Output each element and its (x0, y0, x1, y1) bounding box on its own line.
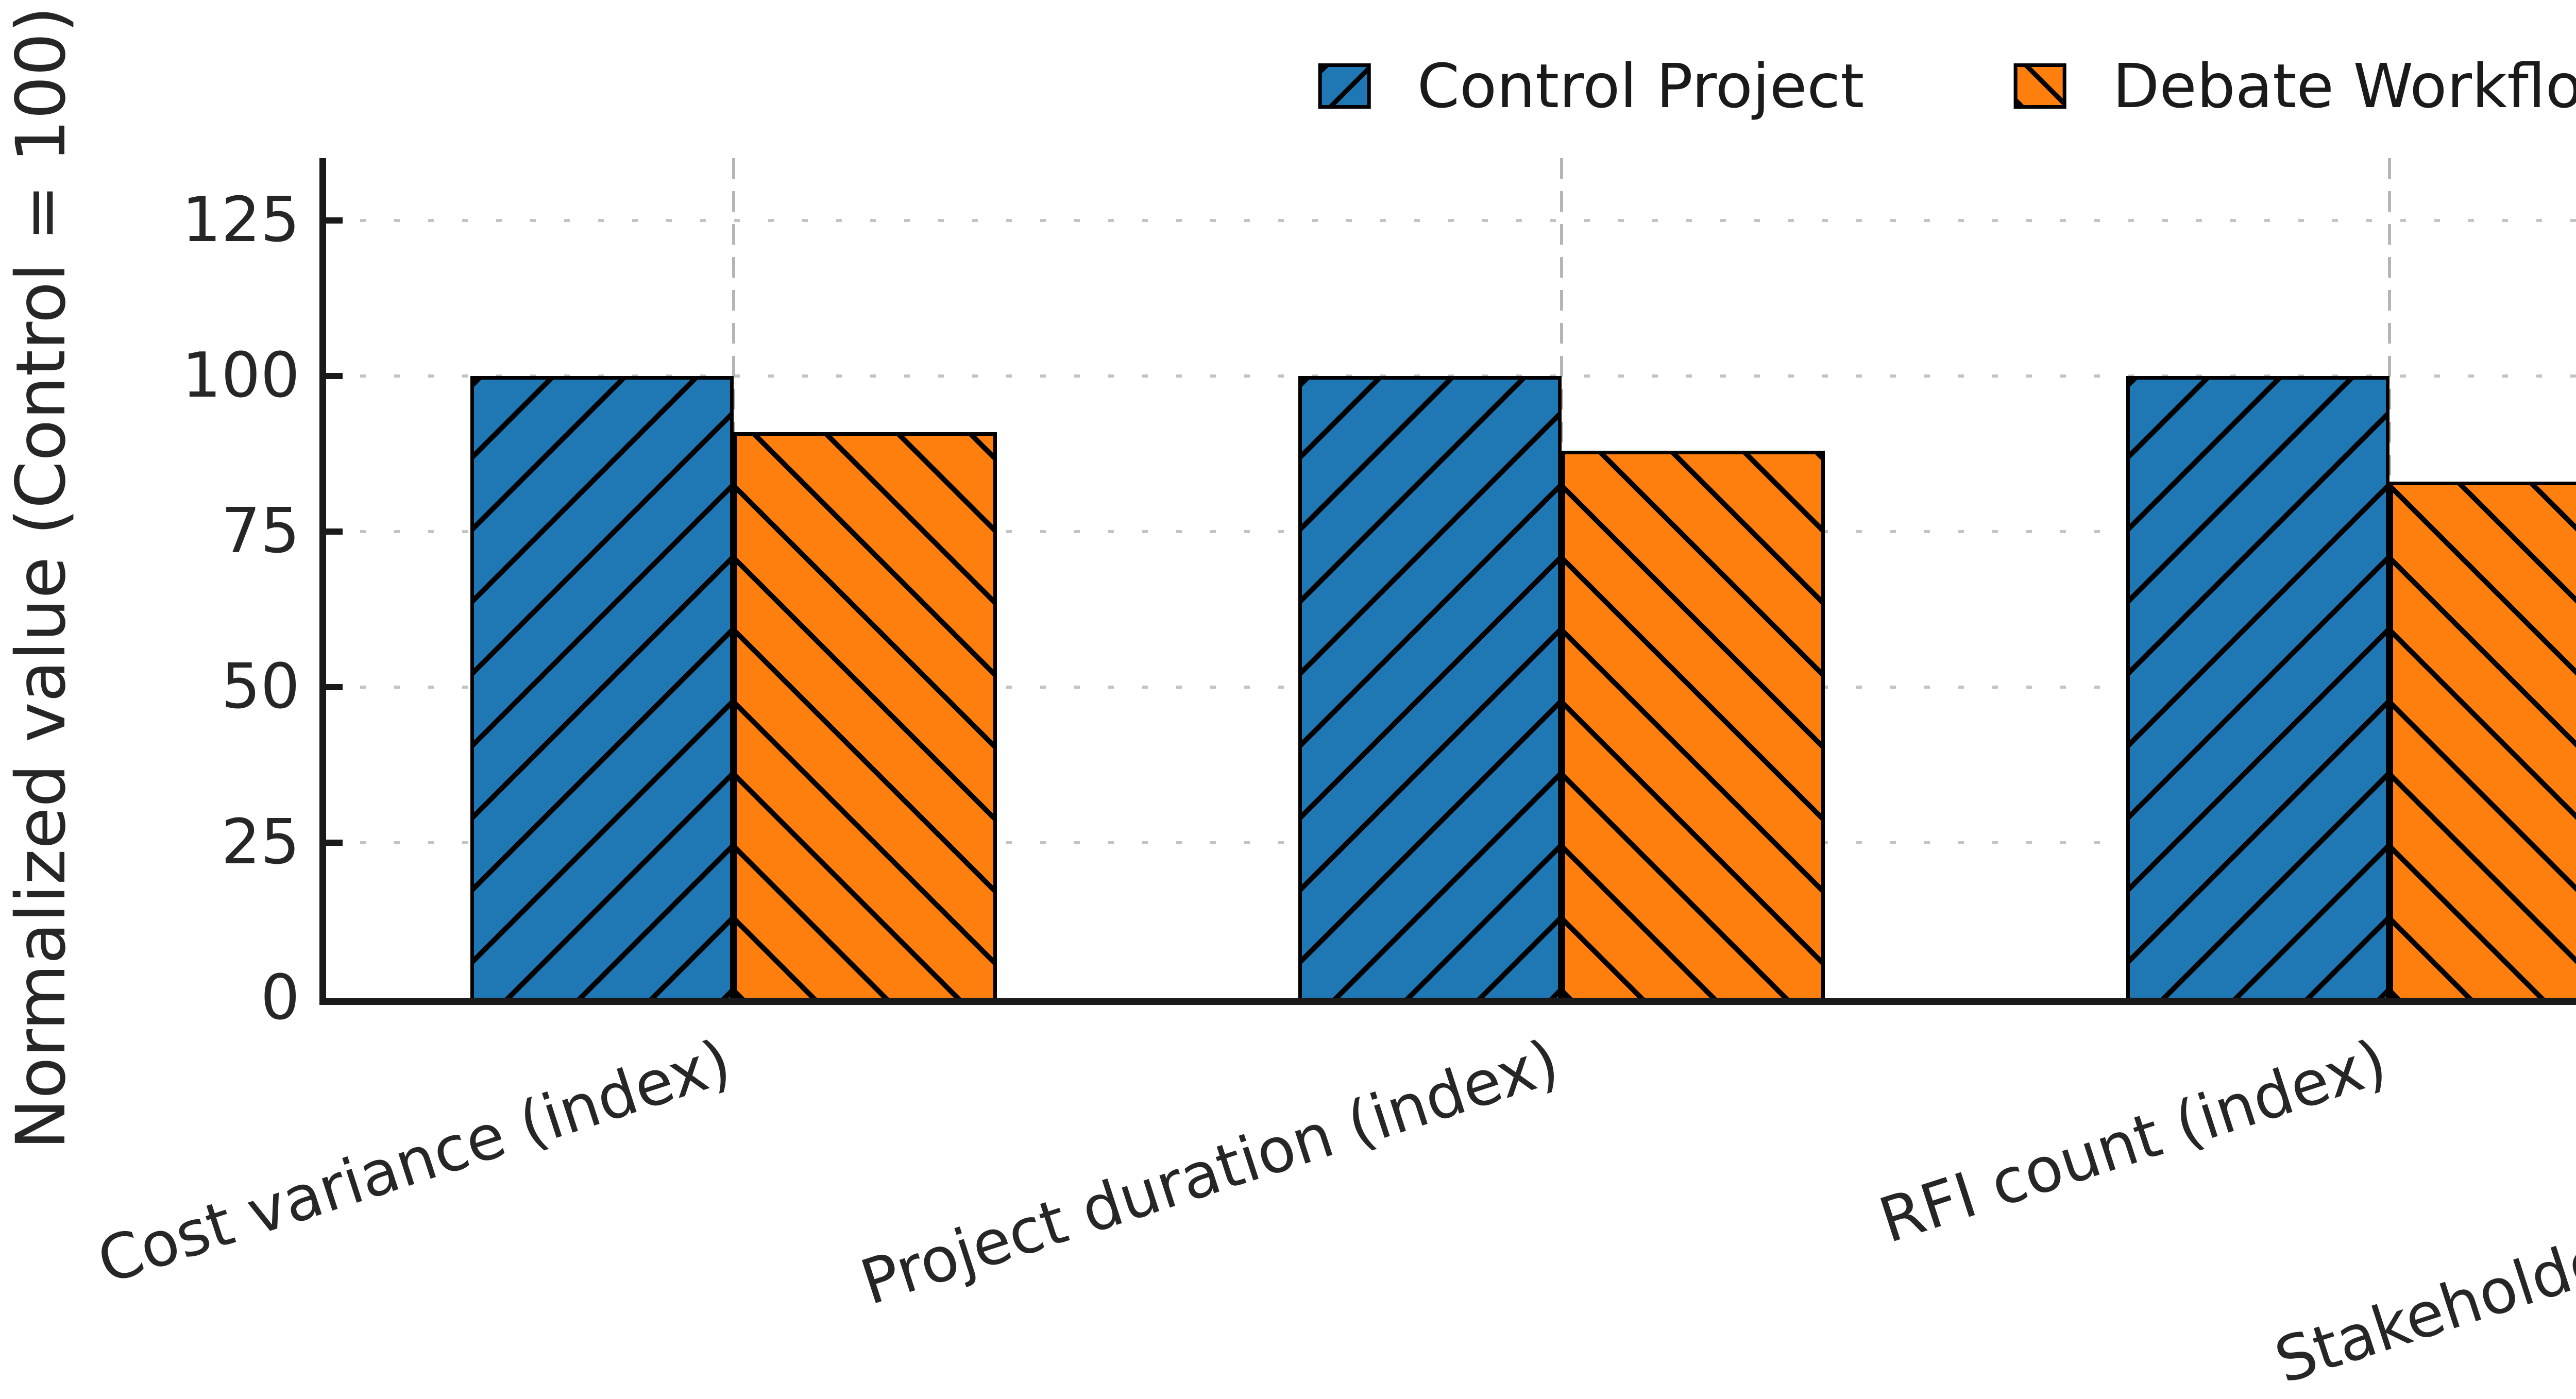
y-tick-50 (326, 684, 343, 690)
y-tick-label-75: 75 (221, 501, 300, 562)
legend: Control Project Debate Workflow (1318, 56, 2576, 116)
bar-debate-workflow-2 (1562, 451, 1825, 1001)
y-tick-label-25: 25 (221, 812, 300, 874)
y-tick-label-0: 0 (261, 967, 300, 1029)
y-axis-title: Normalized value (Control = 100) (7, 6, 75, 1150)
bar-debate-workflow-3 (2389, 482, 2576, 1001)
legend-swatch-icon (2013, 63, 2066, 109)
bar-control-project-3 (2126, 376, 2389, 1001)
legend-item-control-project: Control Project (1318, 56, 1865, 116)
gridline-y-125 (326, 219, 2576, 222)
legend-item-debate-workflow: Debate Workflow (2013, 56, 2576, 116)
bar-control-project-1 (470, 376, 734, 1001)
y-tick-25 (326, 840, 343, 846)
y-tick-75 (326, 528, 343, 535)
legend-swatch-icon (1318, 63, 1371, 109)
legend-label: Debate Workflow (2112, 56, 2576, 116)
y-tick-label-125: 125 (182, 190, 300, 251)
x-tick-label-1: Cost variance (index) (89, 1025, 740, 1300)
legend-label: Control Project (1417, 56, 1865, 116)
y-tick-label-50: 50 (221, 656, 300, 718)
y-axis-spine (319, 158, 326, 1005)
x-axis-spine (319, 998, 2576, 1005)
bar-chart-figure: Normalized value (Control = 100) Control… (0, 0, 2576, 1338)
x-tick-label-3: RFI count (index) (1871, 1025, 2396, 1259)
y-tick-label-100: 100 (182, 345, 300, 407)
bar-debate-workflow-1 (734, 432, 997, 1001)
y-tick-125 (326, 217, 343, 224)
bar-control-project-2 (1298, 376, 1562, 1001)
y-tick-100 (326, 373, 343, 379)
x-tick-label-2: Project duration (index) (852, 1025, 1568, 1321)
